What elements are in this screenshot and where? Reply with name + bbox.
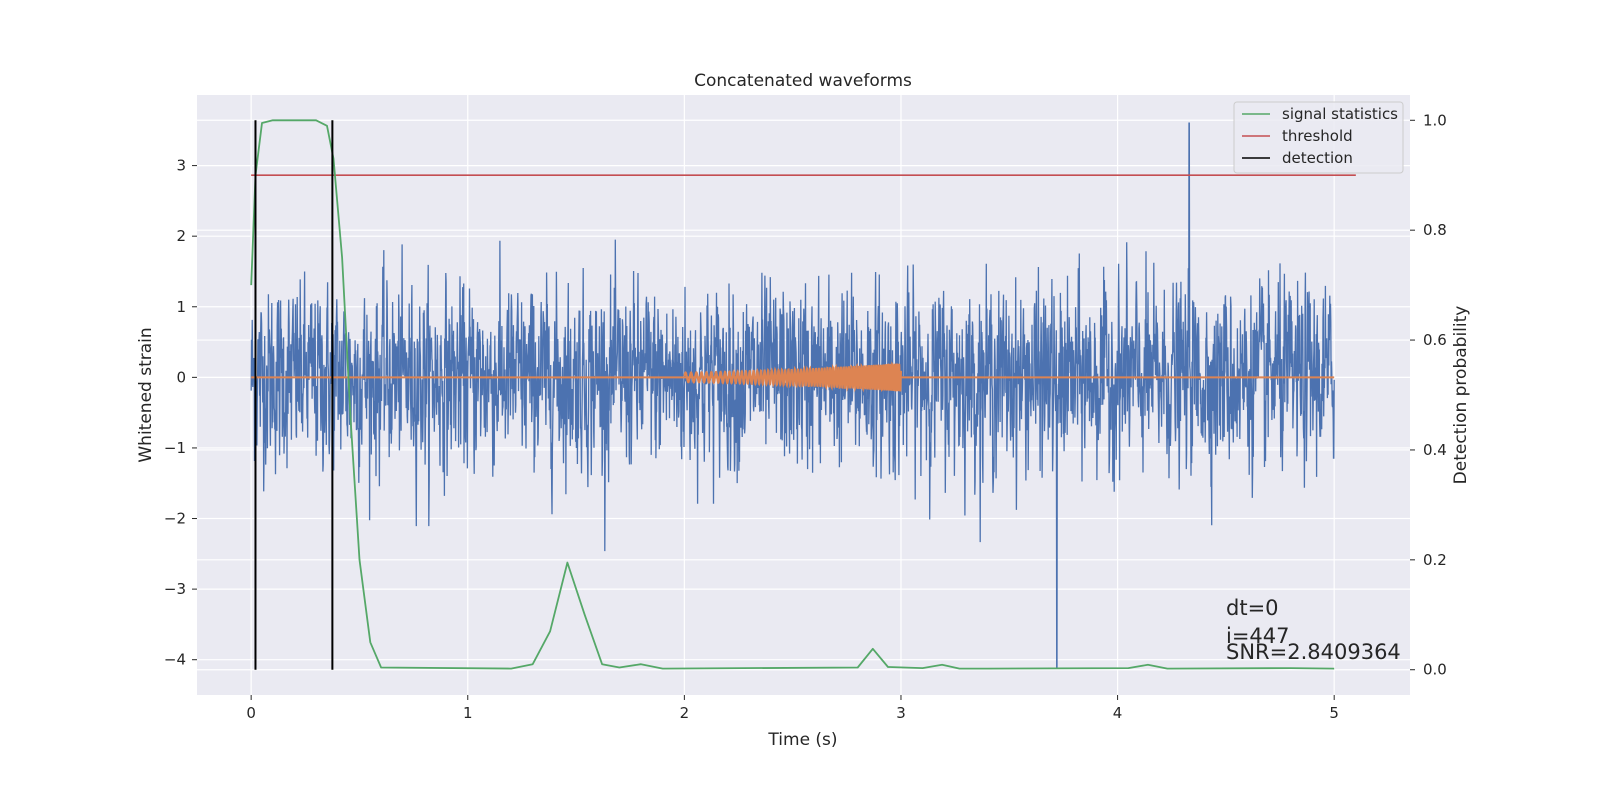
strain-series xyxy=(250,122,1335,668)
legend-label-signal-statistics: signal statistics xyxy=(1282,105,1398,123)
x-tick-label: 3 xyxy=(896,704,906,722)
strain-line xyxy=(250,122,1335,668)
annotation-snr: SNR=2.8409364 xyxy=(1226,640,1401,664)
x-tick-label: 2 xyxy=(680,704,690,722)
legend-label-threshold: threshold xyxy=(1282,127,1353,145)
legend: signal statistics threshold detection xyxy=(1233,101,1404,174)
y-left-tick-label: 2 xyxy=(176,227,186,245)
legend-label-detection: detection xyxy=(1282,149,1353,167)
y-axis-left-ticks: 3 2 1 0 −1 −2 −3 −4 xyxy=(164,157,197,669)
y-right-tick-label: 0.0 xyxy=(1423,661,1447,679)
detection-lines xyxy=(254,120,334,670)
y-left-tick-label: −1 xyxy=(164,439,186,457)
signal-statistics-line xyxy=(250,119,1335,670)
template-chirp xyxy=(683,361,902,393)
y-left-tick-label: 3 xyxy=(176,157,186,175)
y-left-tick-label: 0 xyxy=(176,368,186,386)
y-left-tick-label: −2 xyxy=(164,510,186,528)
y-right-tick-label: 0.4 xyxy=(1423,441,1447,459)
x-tick-label: 1 xyxy=(463,704,473,722)
chart-title: Concatenated waveforms xyxy=(694,71,912,91)
y-right-tick-label: 0.8 xyxy=(1423,221,1447,239)
y-right-tick-label: 0.2 xyxy=(1423,551,1447,569)
x-axis-ticks: 0 1 2 3 4 5 xyxy=(246,695,1339,722)
annotation-i: i=447 xyxy=(1226,624,1290,648)
x-axis-label: Time (s) xyxy=(767,730,837,750)
y-axis-right-label: Detection probability xyxy=(1451,306,1471,485)
x-tick-label: 4 xyxy=(1113,704,1123,722)
signal-statistics-series xyxy=(250,119,1335,670)
y-left-tick-label: −3 xyxy=(164,580,186,598)
x-tick-label: 5 xyxy=(1329,704,1339,722)
y-axis-right-ticks: 1.0 0.8 0.6 0.4 0.2 0.0 xyxy=(1410,111,1447,679)
y-left-tick-label: 1 xyxy=(176,298,186,316)
legend-box xyxy=(1233,101,1404,174)
template-series xyxy=(251,361,1335,393)
x-tick-label: 0 xyxy=(246,704,256,722)
y-right-tick-label: 0.6 xyxy=(1423,331,1447,349)
y-right-tick-label: 1.0 xyxy=(1423,111,1447,129)
annotation-dt: dt=0 xyxy=(1226,596,1279,620)
y-axis-left-label: Whitened strain xyxy=(136,327,156,462)
y-left-tick-label: −4 xyxy=(164,651,186,669)
